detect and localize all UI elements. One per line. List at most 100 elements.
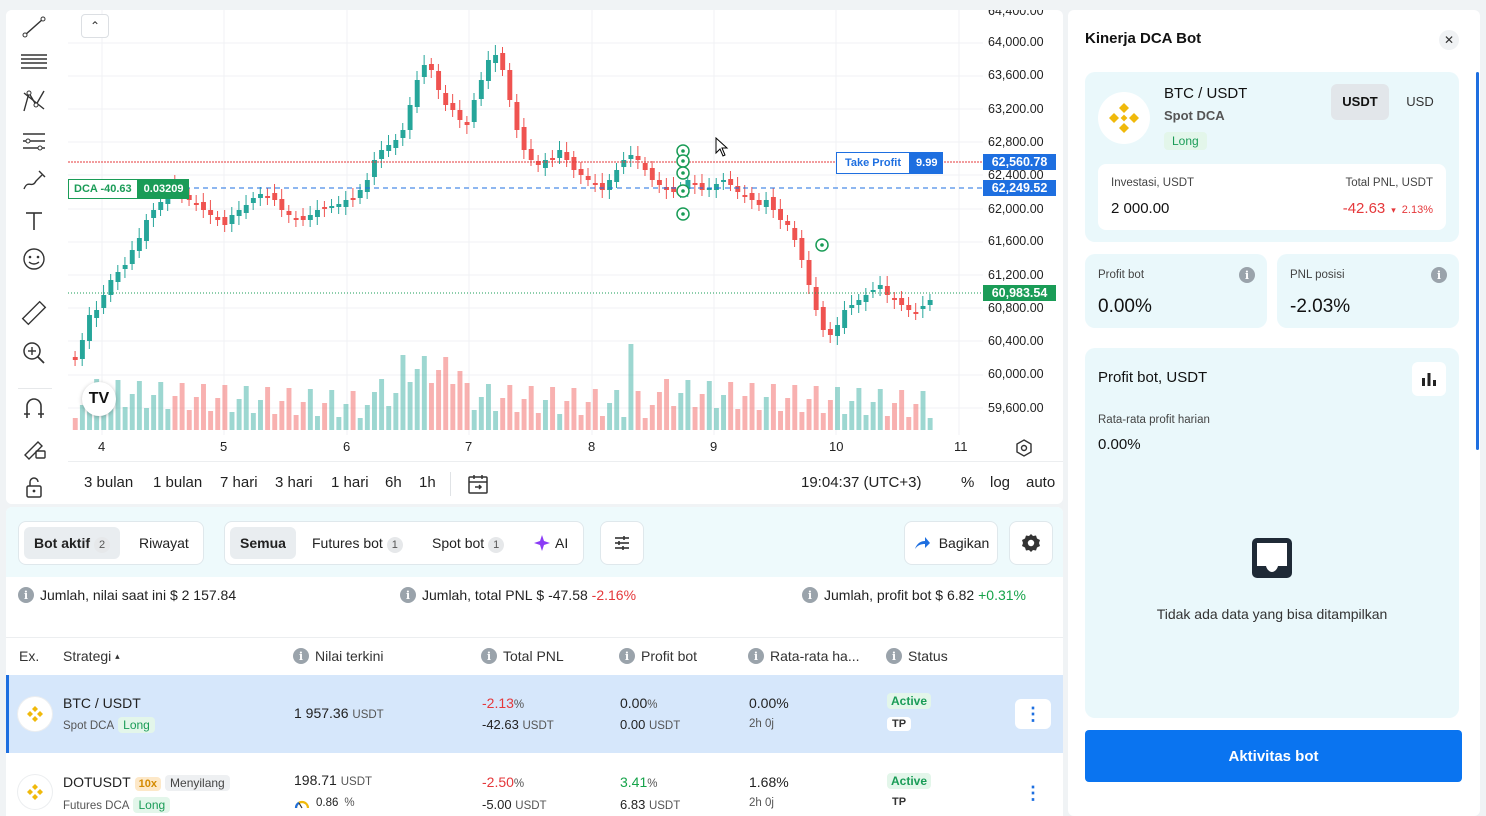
tab-active-bots[interactable]: Bot aktif 2 — [24, 527, 120, 559]
candle-body — [215, 217, 221, 220]
unlock-icon[interactable] — [19, 472, 49, 502]
candle-body — [372, 160, 377, 177]
pattern-tool-icon[interactable] — [19, 86, 49, 116]
collapse-button[interactable]: ⌃ — [81, 14, 109, 38]
row-value-unit: USDT — [352, 709, 384, 721]
filter-ai[interactable]: AI — [523, 527, 578, 559]
dca-order-marker-dot — [681, 212, 685, 216]
range-6h[interactable]: 6h — [385, 474, 402, 491]
clock-readout[interactable]: 19:04:37 (UTC+3) — [801, 474, 922, 491]
row-value-sub-pct: % — [344, 797, 355, 809]
emoji-tool-icon[interactable] — [19, 244, 49, 274]
filter-settings-button[interactable] — [600, 521, 644, 565]
range-3-months[interactable]: 3 bulan — [84, 474, 134, 491]
log-scale-toggle[interactable]: log — [990, 474, 1011, 491]
range-3-days[interactable]: 3 hari — [275, 474, 313, 491]
take-profit-label[interactable]: Take Profit 9.99 — [836, 152, 944, 174]
summary-current-value: i Jumlah, nilai saat ini $ 2 157.84 — [18, 587, 236, 603]
volume-bar — [329, 390, 335, 430]
volume-bar — [222, 385, 228, 430]
bot-activity-button[interactable]: Aktivitas bot — [1085, 730, 1462, 782]
calendar-icon[interactable] — [466, 472, 490, 496]
range-1-day[interactable]: 1 hari — [331, 474, 369, 491]
info-icon[interactable]: i — [1431, 267, 1447, 283]
volume-bar — [129, 394, 135, 430]
price-axis[interactable]: 64,400.00 64,000.00 63,600.00 63,200.00 … — [983, 10, 1063, 435]
candle-body — [336, 204, 342, 207]
row-more-button[interactable]: ⋮ — [1015, 778, 1051, 808]
range-1h[interactable]: 1h — [419, 474, 436, 491]
candle-body — [756, 200, 762, 205]
range-1-month[interactable]: 1 bulan — [153, 474, 203, 491]
candle-body — [521, 127, 527, 150]
col-exchange[interactable]: Ex. — [19, 648, 40, 664]
tab-history[interactable]: Riwayat — [139, 535, 189, 551]
tab-active-bots-label: Bot aktif — [34, 535, 90, 551]
row-status: Active — [887, 693, 932, 709]
dca-order-label[interactable]: DCA -40.63 0.03209 — [68, 179, 190, 199]
axis-settings-icon[interactable] — [1014, 438, 1034, 458]
col-current-value[interactable]: i Nilai terkini — [293, 648, 383, 664]
zoom-in-icon[interactable] — [19, 338, 49, 368]
filter-all[interactable]: Semua — [230, 527, 296, 559]
horizontal-lines-tool-icon[interactable] — [19, 46, 49, 76]
auto-scale-toggle[interactable]: auto — [1026, 474, 1056, 491]
currency-usdt[interactable]: USDT — [1331, 84, 1389, 120]
brush-tool-icon[interactable] — [19, 166, 49, 196]
volume-bar — [749, 383, 755, 430]
row-pnl-pct: -2.50% — [482, 774, 524, 790]
table-row[interactable]: DOTUSDT 10x Menyilang Futures DCA Long 198.… — [6, 755, 1063, 816]
candle-body — [357, 190, 363, 198]
close-button[interactable]: ✕ — [1439, 30, 1459, 50]
row-value-amount: 198.71 — [294, 772, 337, 788]
percent-scale-toggle[interactable]: % — [961, 474, 975, 491]
share-button[interactable]: Bagikan — [904, 521, 998, 565]
chart-type-button[interactable] — [1412, 362, 1446, 396]
info-icon[interactable]: i — [1239, 267, 1255, 283]
candle-body — [158, 202, 164, 210]
volume-bar — [165, 409, 171, 430]
range-7-days[interactable]: 7 hari — [220, 474, 258, 491]
col-bot-profit[interactable]: i Profit bot — [619, 648, 697, 664]
ruler-tool-icon[interactable] — [19, 298, 49, 328]
col-strategy-label: Strategi — [63, 648, 112, 664]
volume-bar — [208, 411, 214, 430]
summary-profit-amount: $ 6.82 — [935, 587, 975, 603]
mouse-cursor-icon — [715, 137, 729, 157]
tradingview-logo-icon[interactable]: TV — [82, 382, 116, 416]
price-tick: 63,600.00 — [988, 68, 1044, 82]
fib-tool-icon[interactable] — [19, 126, 49, 156]
panel-scrollbar[interactable] — [1476, 72, 1479, 450]
col-total-pnl[interactable]: i Total PNL — [481, 648, 564, 664]
currency-usd[interactable]: USD — [1406, 94, 1434, 109]
candle-body — [571, 157, 577, 170]
time-axis[interactable]: 4 5 6 7 8 9 10 11 — [68, 435, 1063, 461]
info-icon[interactable]: i — [400, 587, 416, 603]
candle-body — [906, 305, 912, 310]
candle-body — [607, 180, 613, 190]
col-daily-avg[interactable]: i Rata-rata ha... — [748, 648, 860, 664]
filter-futures-bot[interactable]: Futures bot 1 — [302, 527, 413, 559]
table-row[interactable]: BTC / USDT Spot DCA Long 1 957.36 USDT -2… — [6, 675, 1063, 753]
candlestick-plot[interactable] — [68, 10, 983, 435]
candle-body — [386, 145, 392, 151]
settings-button[interactable] — [1009, 521, 1053, 565]
filter-spot-bot[interactable]: Spot bot 1 — [422, 527, 514, 559]
col-strategy[interactable]: Strategi ▴ — [63, 648, 120, 664]
col-status[interactable]: i Status — [886, 648, 948, 664]
candle-body — [842, 310, 848, 328]
text-tool-icon[interactable] — [19, 206, 49, 236]
candle-body — [421, 65, 427, 77]
candle-body — [735, 186, 741, 192]
info-icon[interactable]: i — [18, 587, 34, 603]
volume-bar — [585, 402, 591, 430]
candle-body — [628, 155, 634, 159]
row-profit-unit: USDT — [648, 720, 681, 732]
row-more-button[interactable]: ⋮ — [1015, 699, 1051, 729]
magnet-icon[interactable] — [19, 393, 49, 423]
info-icon[interactable]: i — [802, 587, 818, 603]
row-pnl-unit: USDT — [515, 800, 547, 812]
trend-line-tool-icon[interactable] — [19, 12, 49, 42]
lock-drawing-icon[interactable] — [19, 432, 49, 462]
row-side-badge: Long — [118, 717, 155, 733]
